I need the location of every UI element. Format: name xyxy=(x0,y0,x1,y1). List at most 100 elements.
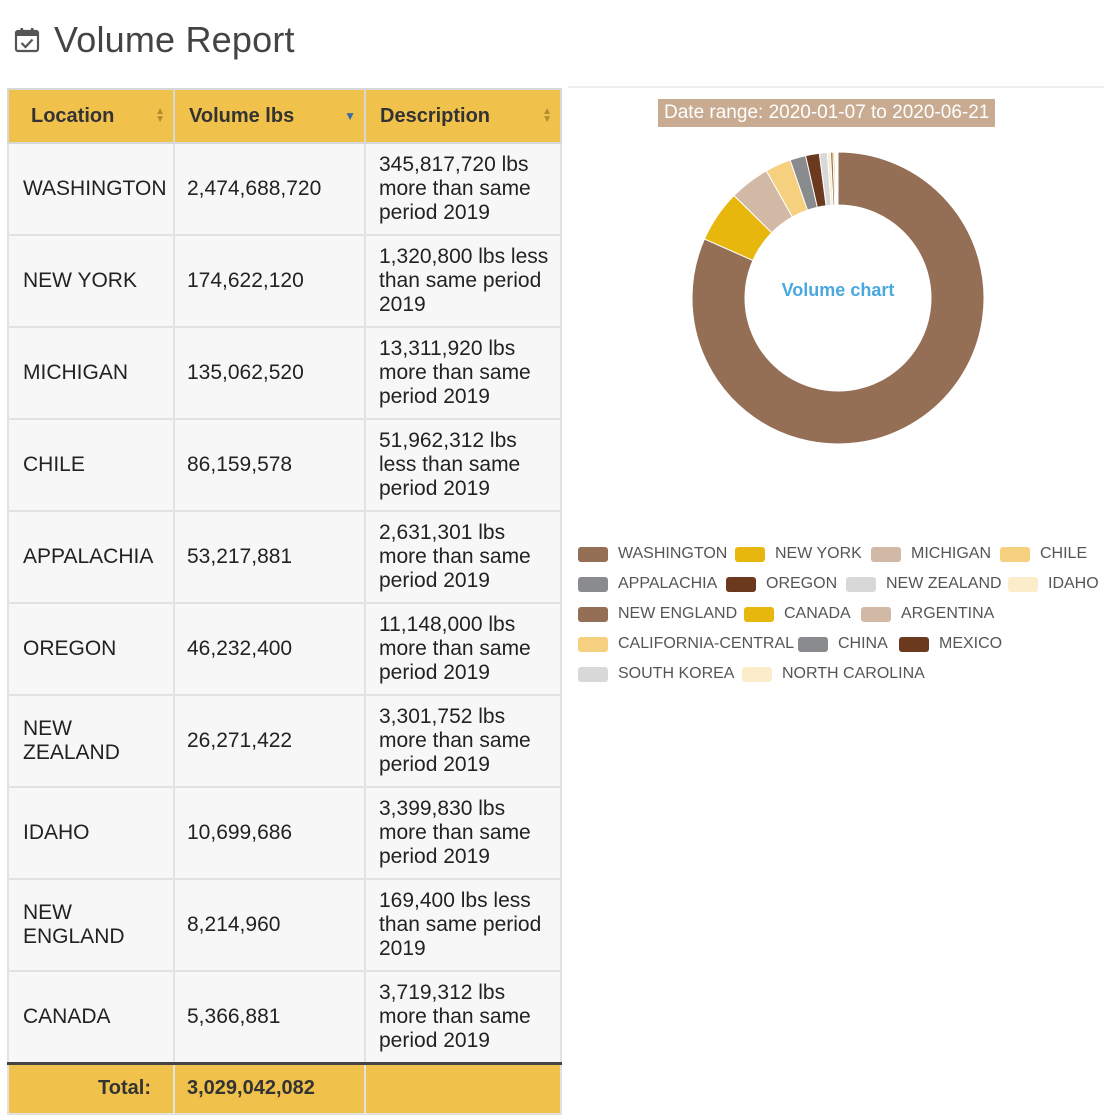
legend-swatch xyxy=(798,636,828,652)
legend-label: MICHIGAN xyxy=(911,545,991,562)
legend-label: CHINA xyxy=(838,635,888,652)
legend-item[interactable]: CHINA xyxy=(798,634,888,654)
legend-swatch xyxy=(846,576,876,592)
cell-description: 2,631,301 lbs more than same period 2019 xyxy=(364,510,562,604)
table-row: WASHINGTON 2,474,688,720 345,817,720 lbs m… xyxy=(7,142,562,236)
legend-item[interactable]: CANADA xyxy=(744,604,851,624)
cell-volume: 10,699,686 xyxy=(173,786,366,880)
legend-item[interactable]: NEW ENGLAND xyxy=(578,604,737,624)
table-row: OREGON 46,232,400 11,148,000 lbs more than… xyxy=(7,602,562,696)
page-header: Volume Report xyxy=(14,18,295,62)
date-range-badge: Date range: 2020-01-07 to 2020-06-21 xyxy=(658,99,996,127)
donut-center-label: Volume chart xyxy=(782,280,895,300)
legend-item[interactable]: CALIFORNIA-CENTRAL xyxy=(578,634,794,654)
column-header-volume[interactable]: Volume lbs ▼ xyxy=(173,88,366,144)
cell-location: NEW ENGLAND xyxy=(7,878,175,972)
table-row: NEW ENGLAND 8,214,960 169,400 lbs less tha… xyxy=(7,878,562,972)
cell-volume: 26,271,422 xyxy=(173,694,366,788)
cell-location: NEW ZEALAND xyxy=(7,694,175,788)
cell-volume: 46,232,400 xyxy=(173,602,366,696)
column-header-label: Location xyxy=(31,104,115,127)
cell-description: 11,148,000 lbs more than same period 201… xyxy=(364,602,562,696)
calendar-check-icon xyxy=(14,28,40,53)
cell-location: APPALACHIA xyxy=(7,510,175,604)
legend-label: APPALACHIA xyxy=(618,575,718,592)
total-empty-cell xyxy=(364,1061,562,1115)
total-label: Total: xyxy=(7,1061,175,1115)
cell-location: CHILE xyxy=(7,418,175,512)
table-header-row: Location ▲ ▼ Volume lbs ▼ Description ▲ ▼ xyxy=(7,88,562,144)
table-row: NEW ZEALAND 26,271,422 3,301,752 lbs more … xyxy=(7,694,562,788)
table-row: MICHIGAN 135,062,520 13,311,920 lbs more t… xyxy=(7,326,562,420)
legend-label: WASHINGTON xyxy=(618,545,728,562)
legend-item[interactable]: NEW ZEALAND xyxy=(846,574,1002,594)
cell-volume: 53,217,881 xyxy=(173,510,366,604)
column-header-location[interactable]: Location ▲ ▼ xyxy=(7,88,175,144)
legend-item[interactable]: MEXICO xyxy=(899,634,1002,654)
column-header-description[interactable]: Description ▲ ▼ xyxy=(364,88,562,144)
legend-item[interactable]: ARGENTINA xyxy=(861,604,994,624)
sort-both-icon: ▲ ▼ xyxy=(155,106,165,125)
table-row: APPALACHIA 53,217,881 2,631,301 lbs more t… xyxy=(7,510,562,604)
legend-swatch xyxy=(742,666,772,682)
legend-label: NEW YORK xyxy=(775,545,862,562)
cell-location: OREGON xyxy=(7,602,175,696)
sort-both-icon: ▲ ▼ xyxy=(542,106,552,125)
legend-label: MEXICO xyxy=(939,635,1003,652)
donut-slice-washington[interactable] xyxy=(691,151,985,445)
cell-description: 345,817,720 lbs more than same period 20… xyxy=(364,142,562,236)
legend-swatch xyxy=(578,546,608,562)
legend-item[interactable]: APPALACHIA xyxy=(578,574,717,594)
table-row: CANADA 5,366,881 3,719,312 lbs more than s… xyxy=(7,970,562,1064)
legend-item[interactable]: WASHINGTON xyxy=(578,544,727,564)
total-value: 3,029,042,082 xyxy=(173,1061,366,1115)
cell-location: MICHIGAN xyxy=(7,326,175,420)
cell-description: 1,320,800 lbs less than same period 2019 xyxy=(364,234,562,328)
cell-location: CANADA xyxy=(7,970,175,1064)
cell-location: NEW YORK xyxy=(7,234,175,328)
cell-volume: 5,366,881 xyxy=(173,970,366,1064)
sort-descending-icon: ▼ xyxy=(344,109,356,123)
legend-swatch xyxy=(578,576,608,592)
legend-swatch xyxy=(578,666,608,682)
table-row: NEW YORK 174,622,120 1,320,800 lbs less th… xyxy=(7,234,562,328)
cell-description: 169,400 lbs less than same period 2019 xyxy=(364,878,562,972)
legend-item[interactable]: OREGON xyxy=(726,574,837,594)
cell-volume: 8,214,960 xyxy=(173,878,366,972)
legend-swatch xyxy=(861,606,891,622)
cell-volume: 2,474,688,720 xyxy=(173,142,366,236)
column-header-label: Volume lbs xyxy=(189,104,295,127)
legend-swatch xyxy=(735,546,765,562)
cell-description: 13,311,920 lbs more than same period 201… xyxy=(364,326,562,420)
table-row: IDAHO 10,699,686 3,399,830 lbs more than s… xyxy=(7,786,562,880)
legend-label: IDAHO xyxy=(1048,575,1099,592)
legend-item[interactable]: CHILE xyxy=(1000,544,1087,564)
legend-label: CHILE xyxy=(1040,545,1088,562)
legend-swatch xyxy=(1000,546,1030,562)
legend-label: SOUTH KOREA xyxy=(618,665,735,682)
legend-item[interactable]: IDAHO xyxy=(1008,574,1099,594)
cell-volume: 135,062,520 xyxy=(173,326,366,420)
panel-divider xyxy=(568,86,1104,88)
legend-item[interactable]: NORTH CAROLINA xyxy=(742,664,925,684)
volume-table: Location ▲ ▼ Volume lbs ▼ Description ▲ ▼ … xyxy=(7,88,562,1115)
cell-description: 3,719,312 lbs more than same period 2019 xyxy=(364,970,562,1064)
legend-label: CALIFORNIA-CENTRAL xyxy=(618,635,795,652)
legend-label: ARGENTINA xyxy=(901,605,995,622)
legend-item[interactable]: NEW YORK xyxy=(735,544,862,564)
table-row: CHILE 86,159,578 51,962,312 lbs less than … xyxy=(7,418,562,512)
cell-description: 3,399,830 lbs more than same period 2019 xyxy=(364,786,562,880)
legend-swatch xyxy=(899,636,929,652)
legend-swatch xyxy=(744,606,774,622)
legend-item[interactable]: SOUTH KOREA xyxy=(578,664,734,684)
volume-donut-chart: Volume chart xyxy=(691,151,985,445)
legend-swatch xyxy=(871,546,901,562)
legend-swatch xyxy=(578,636,608,652)
legend-label: NEW ENGLAND xyxy=(618,605,738,622)
legend-item[interactable]: MICHIGAN xyxy=(871,544,991,564)
cell-volume: 174,622,120 xyxy=(173,234,366,328)
cell-location: WASHINGTON xyxy=(7,142,175,236)
legend-swatch xyxy=(578,606,608,622)
cell-volume: 86,159,578 xyxy=(173,418,366,512)
legend-label: NORTH CAROLINA xyxy=(782,665,925,682)
